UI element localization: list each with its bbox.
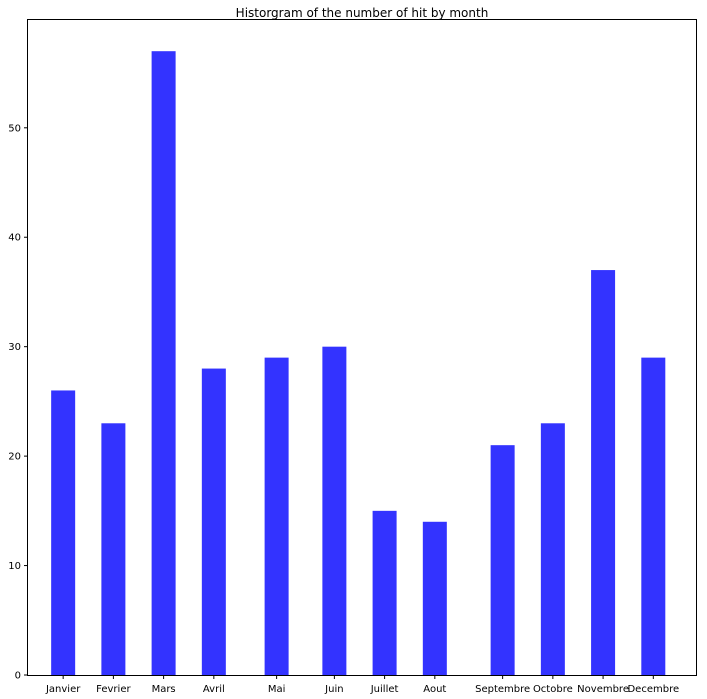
bar-janvier bbox=[51, 390, 76, 675]
x-tick-label: Octobre bbox=[533, 684, 573, 695]
y-tick-label: 40 bbox=[8, 233, 21, 244]
plot-frame bbox=[27, 19, 697, 676]
x-tick-label: Aout bbox=[423, 684, 446, 695]
bar-fevrier bbox=[101, 423, 126, 675]
bar-mai bbox=[264, 357, 289, 675]
chart-title: Historgram of the number of hit by month bbox=[236, 6, 489, 20]
bar-septembre bbox=[490, 445, 515, 675]
x-tick-label: Decembre bbox=[627, 684, 679, 695]
y-tick-label: 30 bbox=[8, 342, 21, 353]
bars-group bbox=[51, 51, 666, 675]
x-tick-label: Janvier bbox=[45, 684, 81, 695]
y-tick-label: 20 bbox=[8, 452, 21, 463]
y-tick-label: 0 bbox=[15, 671, 21, 682]
x-tick-label: Avril bbox=[203, 684, 225, 695]
x-tick-label: Novembre bbox=[577, 684, 629, 695]
x-tick-label: Fevrier bbox=[96, 684, 131, 695]
x-tick-label: Septembre bbox=[475, 684, 530, 695]
bar-juin bbox=[322, 346, 347, 675]
bar-novembre bbox=[591, 270, 616, 675]
x-tick-label: Juin bbox=[324, 684, 343, 695]
x-axis: Janvier Fevrier Mars Avril Mai Juin Juillet Aou… bbox=[45, 675, 679, 695]
bar-aout bbox=[422, 521, 447, 675]
x-tick-label: Mars bbox=[152, 684, 176, 695]
y-tick-label: 10 bbox=[8, 561, 21, 572]
y-axis: 0 10 20 30 40 50 bbox=[8, 123, 28, 682]
bar-avril bbox=[201, 368, 226, 675]
x-tick-label: Mai bbox=[268, 684, 286, 695]
bar-juillet bbox=[372, 510, 397, 675]
bar-decembre bbox=[641, 357, 666, 675]
bar-mars bbox=[151, 51, 176, 675]
bar-octobre bbox=[540, 423, 565, 675]
y-tick-label: 50 bbox=[8, 123, 21, 134]
x-tick-label: Juillet bbox=[370, 684, 399, 695]
